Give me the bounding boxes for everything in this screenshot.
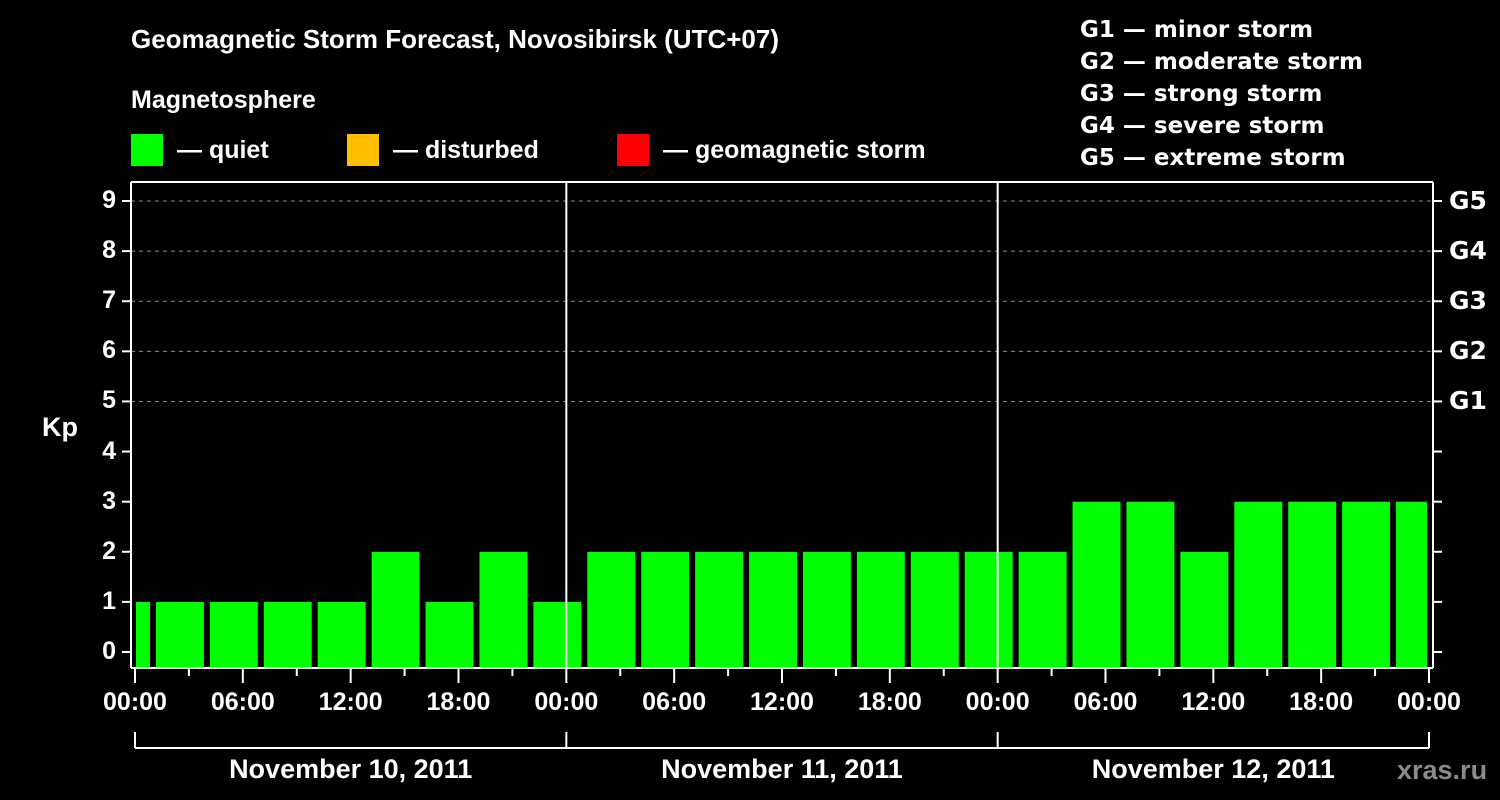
- x-tick-label: 00:00: [1397, 688, 1461, 716]
- x-tick-label: 06:00: [1073, 688, 1138, 716]
- legend-item-storm: — geomagnetic storm: [617, 134, 926, 166]
- kp-bar: [1342, 501, 1391, 667]
- kp-bar: [749, 551, 797, 667]
- chart-subtitle: Magnetosphere: [131, 86, 316, 114]
- y-tick-label: 8: [102, 236, 116, 265]
- date-label: November 12, 2011: [1091, 754, 1335, 784]
- g-legend-item: G2 — moderate storm: [1080, 49, 1363, 75]
- kp-bar: [1288, 501, 1337, 667]
- kp-bar: [1126, 501, 1175, 667]
- kp-bar: [695, 551, 744, 667]
- x-tick-label: 06:00: [210, 688, 275, 716]
- y-tick-label: 2: [102, 536, 116, 565]
- kp-bar: [136, 601, 150, 667]
- y-tick-label: 5: [102, 386, 116, 415]
- x-tick-label: 12:00: [750, 688, 814, 716]
- kp-bar: [587, 551, 636, 667]
- kp-bar: [533, 601, 582, 667]
- g-tick-label: G3: [1449, 286, 1487, 316]
- g-legend-item: G5 — extreme storm: [1080, 145, 1346, 171]
- x-tick-label: 18:00: [1289, 688, 1354, 716]
- y-tick-label: 7: [102, 286, 116, 315]
- legend-label: — disturbed: [393, 135, 539, 164]
- x-tick-label: 18:00: [857, 688, 922, 716]
- kp-bar: [155, 601, 204, 667]
- y-tick-label: 1: [102, 586, 116, 615]
- legend-item-disturbed: — disturbed: [347, 134, 539, 166]
- y-tick-label: 6: [102, 336, 116, 365]
- kp-bar: [1180, 551, 1229, 667]
- kp-bar: [1234, 501, 1283, 667]
- storm-swatch-icon: [617, 134, 649, 166]
- g-tick-label: G1: [1449, 386, 1487, 416]
- y-tick-label: 4: [102, 436, 116, 465]
- y-tick-label: 3: [102, 486, 116, 515]
- kp-bar: [479, 551, 528, 667]
- kp-bar: [317, 601, 366, 667]
- kp-bar: [209, 601, 258, 667]
- x-tick-label: 00:00: [103, 688, 167, 716]
- g-legend-item: G3 — strong storm: [1080, 81, 1323, 107]
- g-scale-legend: G1 — minor storm G2 — moderate storm G3 …: [1080, 14, 1363, 174]
- x-tick-label: 00:00: [965, 688, 1030, 716]
- bars: [136, 501, 1427, 667]
- grid-lines: [131, 200, 1433, 402]
- quiet-swatch-icon: [131, 134, 163, 166]
- kp-bar: [425, 601, 474, 667]
- g-tick-label: G2: [1449, 336, 1487, 366]
- g-tick-label: G5: [1449, 186, 1487, 215]
- legend-label: — geomagnetic storm: [663, 135, 926, 164]
- kp-bar: [1018, 551, 1067, 667]
- kp-bar: [263, 601, 312, 667]
- x-tick-label: 12:00: [318, 688, 383, 716]
- watermark: xras.ru: [1397, 755, 1488, 785]
- g-legend-item: G1 — minor storm: [1080, 17, 1314, 43]
- y-tick-label: 9: [102, 186, 116, 214]
- kp-bar: [856, 551, 905, 667]
- kp-bar: [802, 551, 851, 667]
- plot-frame: [122, 181, 1442, 749]
- date-label: November 10, 2011: [229, 754, 473, 784]
- x-tick-label: 12:00: [1181, 688, 1246, 716]
- kp-bar: [1072, 501, 1121, 667]
- x-tick-label: 00:00: [534, 688, 599, 716]
- chart-title: Geomagnetic Storm Forecast, Novosibirsk …: [131, 24, 780, 54]
- y-axis-label: Kp: [42, 412, 78, 442]
- date-label: November 11, 2011: [661, 754, 903, 784]
- x-tick-label: 18:00: [426, 688, 491, 716]
- kp-bar: [641, 551, 690, 667]
- disturbed-swatch-icon: [347, 134, 379, 166]
- kp-bar: [1396, 501, 1427, 667]
- kp-bar: [910, 551, 959, 667]
- g-legend-item: G4 — severe storm: [1080, 113, 1325, 139]
- legend-label: — quiet: [177, 135, 269, 164]
- kp-bar: [371, 551, 420, 667]
- legend-item-quiet: — quiet: [131, 134, 269, 166]
- y-tick-label: 0: [102, 637, 116, 665]
- x-tick-label: 06:00: [642, 688, 707, 716]
- kp-bar: [964, 551, 1013, 667]
- g-tick-label: G4: [1449, 236, 1487, 266]
